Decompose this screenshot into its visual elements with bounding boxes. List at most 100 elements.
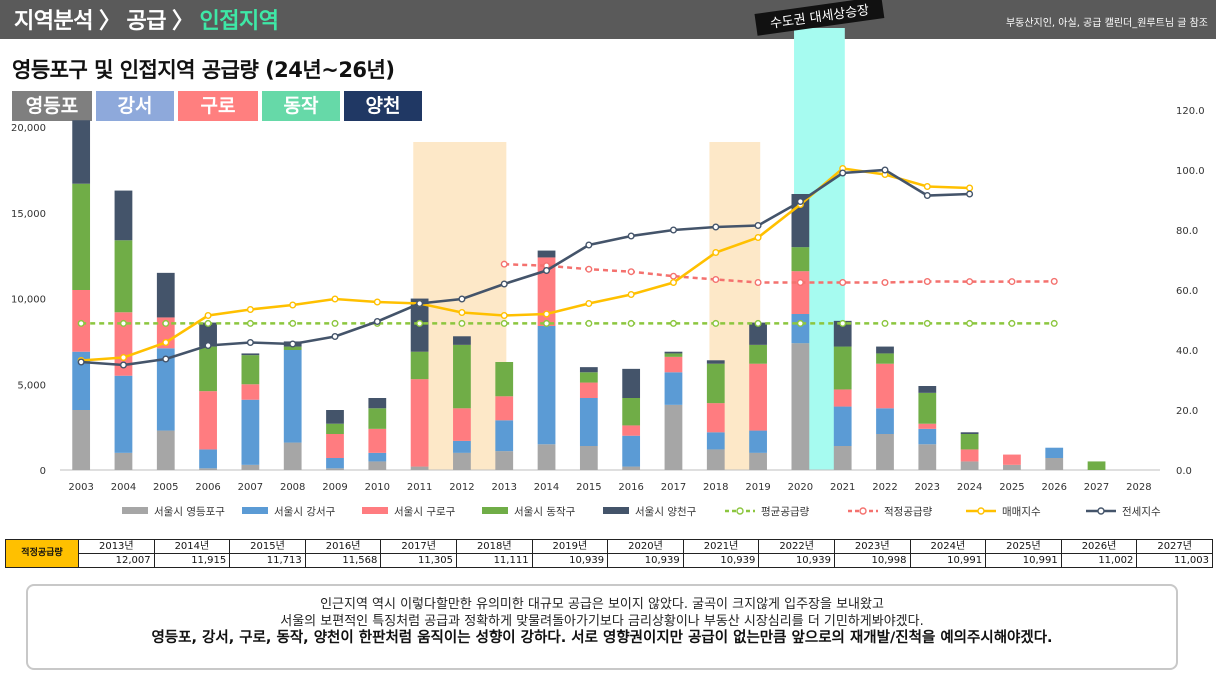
- series-point: [416, 300, 424, 308]
- y-tick-label: 20,000: [11, 123, 46, 134]
- table-value-cell: 11,305: [380, 553, 457, 568]
- table-year-cell: 2020년: [607, 539, 684, 554]
- series-point: [458, 309, 466, 317]
- x-tick-label: 2007: [238, 482, 263, 493]
- bar-segment: [156, 348, 175, 431]
- table-year-cell: 2017년: [380, 539, 457, 554]
- bar-segment: [579, 446, 598, 470]
- bar-segment: [495, 362, 514, 397]
- table-value-cell: 10,991: [985, 553, 1062, 568]
- bar-segment: [537, 444, 556, 470]
- table-value-cell: 10,939: [758, 553, 835, 568]
- table-header-row: 적정공급량 2013년 2014년 2015년 2016년 2017년 2018…: [5, 539, 1213, 568]
- series-point: [373, 318, 381, 326]
- series-point: [796, 319, 804, 327]
- bar-segment: [706, 432, 725, 450]
- series-point: [500, 280, 508, 288]
- x-tick-label: 2019: [745, 482, 770, 493]
- series-point: [1008, 278, 1016, 286]
- bar-segment: [706, 363, 725, 404]
- table-year-cell: 2024년: [909, 539, 987, 554]
- table-value-cell: 10,939: [607, 553, 684, 568]
- table-year-cell: 2027년: [1136, 539, 1213, 554]
- legend-swatch: [362, 507, 388, 514]
- bar-segment: [72, 351, 91, 410]
- series-point: [162, 319, 170, 327]
- bar-segment: [622, 466, 641, 470]
- series-point: [500, 260, 508, 268]
- x-tick-label: 2011: [407, 482, 432, 493]
- bar-segment: [960, 432, 979, 434]
- bar-segment: [453, 344, 471, 409]
- bar-segment: [749, 452, 767, 470]
- series-point: [923, 319, 931, 327]
- x-tick-label: 2027: [1084, 482, 1109, 493]
- series-line: [81, 168, 970, 367]
- bar-segment: [664, 351, 683, 354]
- breadcrumb-item-supply[interactable]: 공급: [126, 9, 166, 34]
- bar-segment: [156, 272, 175, 318]
- bar-segment: [156, 430, 175, 470]
- bar-segment: [1045, 458, 1064, 470]
- breadcrumb-item-region-analysis[interactable]: 지역분석: [14, 9, 93, 34]
- series-point: [923, 182, 931, 190]
- bar-segment: [453, 408, 471, 441]
- series-point: [839, 278, 847, 286]
- legend-label: 서울시 영등포구: [154, 506, 225, 518]
- series-point: [246, 319, 254, 327]
- series-point: [458, 319, 466, 327]
- bar-segment: [72, 410, 91, 470]
- series-point: [966, 190, 974, 198]
- breadcrumb-item-adjacent: 인접지역: [199, 9, 279, 34]
- series-point: [881, 166, 889, 174]
- series-point: [796, 278, 804, 286]
- series-point: [881, 278, 889, 286]
- y-tick-label: 10,000: [11, 295, 46, 306]
- table-year-cell: 2019년: [531, 539, 609, 554]
- bar-segment: [241, 399, 260, 465]
- bar-segment: [706, 403, 725, 433]
- bar-segment: [326, 423, 344, 434]
- bar-segment: [453, 336, 471, 345]
- bar-segment: [918, 444, 937, 470]
- bar-segment: [368, 408, 387, 429]
- district-legend: 영등포 강서 구로 동작 양천: [12, 91, 422, 121]
- bar-segment: [410, 351, 429, 380]
- breadcrumb-separator: 〉: [98, 9, 121, 34]
- bar-segment: [537, 250, 556, 258]
- table-year-cell: 2022년: [758, 539, 835, 554]
- breadcrumb-separator: 〉: [171, 9, 194, 34]
- table-year-cell: 2013년: [78, 539, 155, 554]
- bar-segment: [706, 449, 725, 470]
- table-value-cell: 10,939: [682, 553, 760, 568]
- series-point: [331, 295, 339, 303]
- y-tick-label: 0: [40, 466, 46, 477]
- bar-segment: [114, 240, 133, 313]
- table-year-cell: 2015년: [229, 539, 306, 554]
- series-point: [754, 278, 762, 286]
- bar-segment: [664, 372, 683, 405]
- bar-segment: [241, 355, 260, 385]
- bar-segment: [283, 346, 302, 350]
- bar-segment: [622, 398, 641, 426]
- x-tick-label: 2009: [322, 482, 347, 493]
- bar-segment: [114, 375, 133, 453]
- bar-segment: [1003, 464, 1021, 470]
- bar-segment: [664, 356, 683, 373]
- series-point: [796, 197, 804, 205]
- bar-segment: [833, 320, 852, 347]
- table-year-cell: 2016년: [304, 539, 382, 554]
- series-point: [204, 342, 212, 350]
- series-point: [585, 300, 593, 308]
- bar-segment: [960, 449, 979, 462]
- x-tick-label: 2010: [365, 482, 390, 493]
- x-tick-label: 2013: [492, 482, 517, 493]
- series-point: [712, 319, 720, 327]
- x-tick-label: 2020: [788, 482, 813, 493]
- bar-segment: [114, 452, 133, 470]
- legend-swatch-marker: [977, 507, 985, 515]
- series-point: [754, 233, 762, 241]
- series-point: [754, 221, 762, 229]
- series-point: [543, 310, 551, 318]
- bar-segment: [199, 322, 217, 347]
